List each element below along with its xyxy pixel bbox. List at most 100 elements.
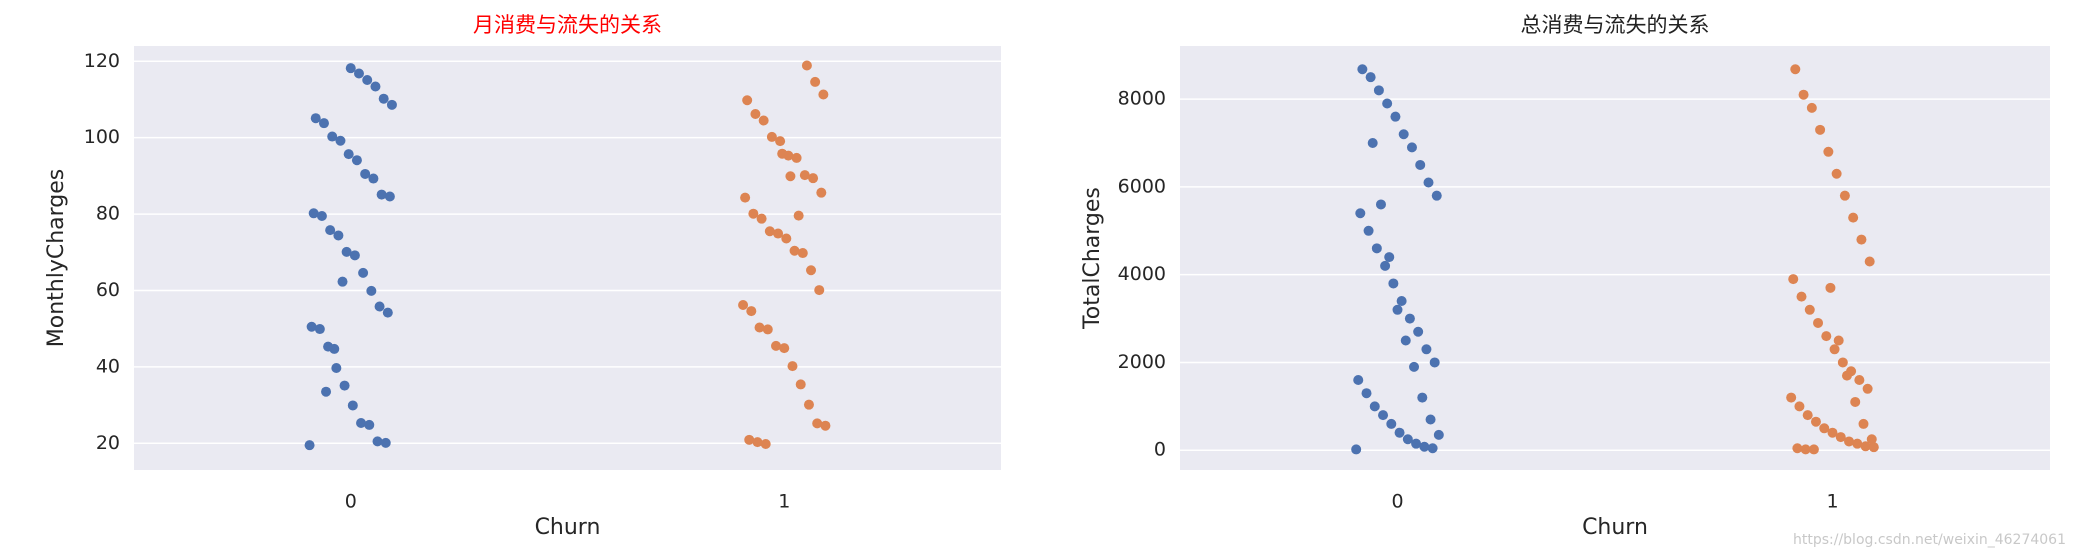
point — [372, 436, 383, 447]
point — [329, 343, 340, 354]
watermark: https://blog.csdn.net/weixin_46274061 — [1793, 532, 2066, 548]
point — [1409, 361, 1420, 372]
point — [814, 285, 825, 296]
point — [752, 437, 763, 448]
point — [744, 434, 755, 445]
point — [1355, 208, 1366, 219]
point — [1417, 392, 1428, 403]
point — [808, 173, 819, 184]
plot-area — [134, 46, 1001, 470]
x-tick-label: 0 — [345, 491, 357, 513]
y-tick-label: 0 — [1154, 439, 1166, 461]
point — [754, 322, 765, 333]
point — [1388, 278, 1399, 289]
point — [1353, 375, 1364, 386]
point — [1384, 252, 1395, 263]
point — [358, 267, 369, 278]
point — [746, 306, 757, 317]
x-tick-label: 1 — [778, 491, 790, 513]
point — [785, 171, 796, 182]
point — [382, 307, 393, 318]
y-tick-label: 100 — [84, 126, 120, 148]
point — [1382, 98, 1393, 109]
point — [376, 189, 387, 200]
point — [1839, 190, 1850, 201]
y-axis-label: TotalCharges — [1080, 187, 1105, 330]
point — [1835, 432, 1846, 443]
point — [1829, 344, 1840, 355]
point — [1790, 64, 1801, 75]
point — [775, 136, 786, 147]
chart-title: 总消费与流失的关系 — [1521, 13, 1710, 37]
point — [1823, 146, 1834, 157]
point — [318, 118, 329, 129]
point — [347, 400, 358, 411]
y-axis-label: MonthlyCharges — [44, 169, 69, 348]
point — [1373, 85, 1384, 96]
point — [325, 225, 336, 236]
point — [738, 299, 749, 310]
point — [310, 113, 321, 124]
x-tick-label: 1 — [1826, 491, 1838, 513]
point — [1415, 159, 1426, 170]
point — [1854, 375, 1865, 386]
point — [1369, 401, 1380, 412]
y-tick-label: 4000 — [1118, 263, 1166, 285]
point — [1810, 416, 1821, 427]
point — [1421, 344, 1432, 355]
point — [1431, 190, 1442, 201]
point — [306, 321, 317, 332]
point — [1351, 444, 1362, 455]
y-tick-label: 40 — [96, 355, 120, 377]
point — [378, 93, 389, 104]
point — [789, 245, 800, 256]
point — [356, 418, 367, 429]
point — [374, 301, 385, 312]
point — [742, 95, 753, 106]
point — [360, 168, 371, 179]
y-tick-label: 60 — [96, 279, 120, 301]
point — [316, 210, 327, 221]
point — [1400, 335, 1411, 346]
point — [1804, 304, 1815, 315]
point — [787, 361, 798, 372]
y-tick-label: 80 — [96, 203, 120, 225]
point — [1788, 274, 1799, 285]
point — [1813, 317, 1824, 328]
point — [1792, 443, 1803, 454]
point — [333, 230, 344, 241]
point — [1868, 442, 1879, 453]
point — [764, 226, 775, 237]
point — [349, 250, 360, 261]
chart-title: 月消费与流失的关系 — [473, 13, 662, 37]
point — [773, 228, 784, 239]
point — [1848, 212, 1859, 223]
point — [1806, 102, 1817, 113]
point — [750, 108, 761, 119]
point — [816, 187, 827, 198]
point — [762, 324, 773, 335]
point — [1852, 438, 1863, 449]
point — [304, 440, 315, 451]
point — [1858, 418, 1869, 429]
point — [1837, 357, 1848, 368]
point — [331, 363, 342, 374]
point — [314, 324, 325, 335]
point — [1833, 335, 1844, 346]
point — [1398, 129, 1409, 140]
point — [1794, 401, 1805, 412]
point — [1800, 444, 1811, 455]
point — [386, 99, 397, 110]
point — [1856, 234, 1867, 245]
point — [801, 60, 812, 71]
point — [766, 131, 777, 142]
point — [1427, 443, 1438, 454]
x-axis-label: Churn — [535, 515, 601, 540]
point — [797, 248, 808, 259]
point — [793, 210, 804, 221]
point — [756, 213, 767, 224]
point — [1866, 434, 1877, 445]
point — [1404, 313, 1415, 324]
point — [1802, 410, 1813, 421]
